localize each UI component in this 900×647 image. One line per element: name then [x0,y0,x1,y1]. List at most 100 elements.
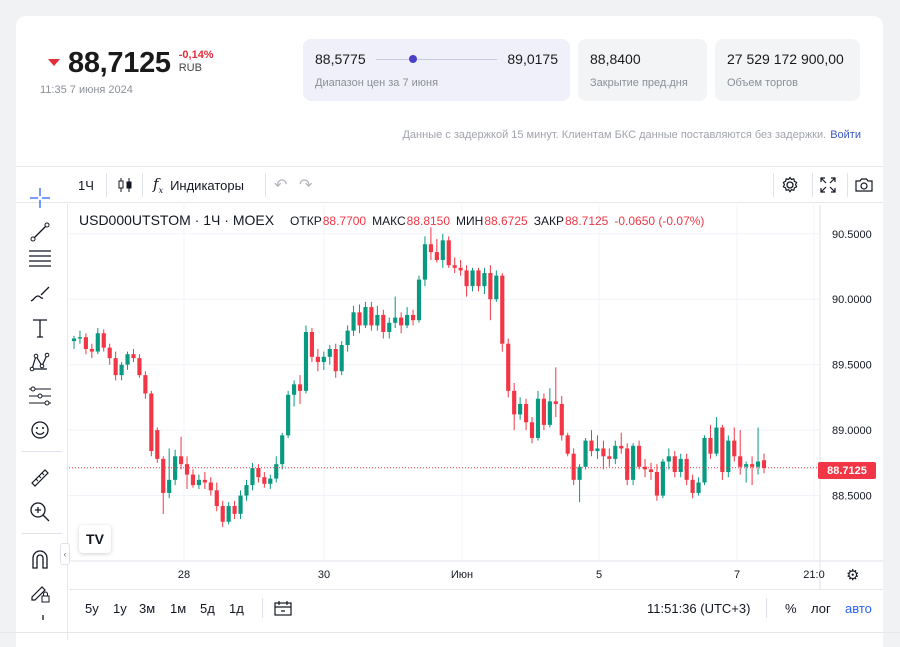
candle-body [714,427,719,454]
candle-body [684,458,689,480]
candle-body [107,347,112,359]
candle-body [369,307,374,326]
smiley-icon [31,421,49,439]
candle-body [702,437,707,483]
crosshair-icon [30,188,50,208]
candle-body [345,330,350,346]
candle-body [553,401,558,404]
divider [773,173,774,197]
candle-body [280,435,285,465]
x-tick-label: 7 [734,569,740,581]
collapse-toolbar-button[interactable]: ‹ [60,543,70,565]
measure-tool[interactable] [28,466,52,490]
interval-button[interactable]: 1Ч [78,167,94,203]
more-tools[interactable] [28,615,52,629]
open-value: 88.7700 [322,214,367,228]
candle-body [321,356,326,363]
pattern-tool[interactable] [28,350,52,374]
candle-body [494,275,499,300]
legend-symbol: USD000UTSTOM · 1Ч · MOEX [79,212,275,228]
login-link[interactable]: Войти [830,129,861,141]
trend-line-tool[interactable] [28,220,52,244]
candle-body [262,477,267,484]
range-button-4[interactable]: 5д [200,590,215,626]
candle-body [375,314,380,326]
prediction-tool[interactable] [28,384,52,408]
axis-settings-gear-icon: ⚙ [846,566,859,584]
candle-body [589,440,594,452]
candle-body [339,345,344,372]
range-label: 5д [200,600,215,616]
tradingview-logo[interactable]: TV [79,525,111,553]
price-block: 88,7125 -0,14% RUB [48,46,214,80]
range-button-3[interactable]: 1м [170,590,186,626]
indicators-button[interactable]: fx Индикаторы [153,167,244,203]
range-button-1[interactable]: 1у [113,590,127,626]
auto-scale-button[interactable]: авто [845,590,872,626]
candle-type-button[interactable] [116,167,134,203]
text-tool[interactable] [28,316,52,340]
screenshot-button[interactable] [854,167,874,203]
candle-body [488,273,493,300]
delay-text: Данные с задержкой 15 минут. Клиентам БК… [402,129,827,141]
candle-body [274,464,279,479]
chart-bottom-bar: 5у 1у 3м 1м 5д 1д 11:51:36 (UTC+3) % лог авто [69,589,883,625]
candle-body [167,479,172,493]
prev-close-box: 88,8400 Закрытие пред.дня [578,39,707,101]
delay-notice: Данные с задержкой 15 минут. Клиентам БК… [402,129,861,141]
candle-body [178,456,184,465]
candle-body [238,495,243,514]
candle-body [220,506,225,522]
candle-body [131,354,136,359]
undo-button[interactable]: ↶ [274,167,287,203]
quote-timestamp: 11:35 7 июня 2024 [40,84,133,96]
candle-body [535,398,541,438]
settings-button[interactable] [780,167,800,203]
emoji-tool[interactable] [28,418,52,442]
candle-body [286,394,291,436]
divider [766,598,767,618]
last-price-label: 88.7125 [818,462,876,479]
candle-body [565,435,570,454]
price-chart[interactable]: 90.5000 90.0000 89.5000 89.0000 88.5000 28 30 И… [69,205,883,589]
candle-body [571,453,576,480]
time-label: 11:51:36 (UTC+3) [647,600,751,616]
horizontal-lines-tool[interactable] [28,246,52,270]
chain-icon [37,615,44,620]
clock-time[interactable]: 11:51:36 (UTC+3) [647,590,750,626]
candle-body [71,338,77,342]
range-button-2[interactable]: 3м [139,590,155,626]
prev-close-label: Закрытие пред.дня [590,77,688,89]
magnet-tool[interactable] [28,547,52,571]
candle-body [500,275,505,344]
candle-body [357,312,362,326]
log-scale-button[interactable]: лог [811,590,831,626]
log-label: лог [811,600,831,616]
crosshair-tool[interactable] [28,186,52,210]
trend-line-icon [30,222,50,242]
percent-scale-button[interactable]: % [785,590,797,626]
lock-drawing-tool[interactable] [28,581,52,605]
date-range-button[interactable] [274,590,292,626]
candle-body [660,461,665,496]
candle-body [750,464,755,467]
legend-interval: 1Ч [203,212,221,228]
indicators-label: Индикаторы [170,177,244,193]
range-high: 89,0175 [507,51,558,67]
brush-tool[interactable] [28,282,52,306]
volume-value: 27 529 172 900,00 [727,51,844,67]
candle-body [196,479,201,486]
chevron-left-icon: ‹ [63,549,67,559]
range-button-5[interactable]: 1д [229,590,244,626]
candle-body [613,445,618,459]
change-value: -0.0650 (-0.07%) [614,214,705,228]
candle-body [583,440,588,467]
fullscreen-button[interactable] [819,167,837,203]
candle-body [512,390,517,415]
prediction-icon [29,386,51,406]
low-value: 88.6725 [484,214,528,228]
range-button-0[interactable]: 5у [85,590,99,626]
zoom-tool[interactable] [28,500,52,524]
redo-button[interactable]: ↷ [299,167,312,203]
candle-body [654,472,660,496]
